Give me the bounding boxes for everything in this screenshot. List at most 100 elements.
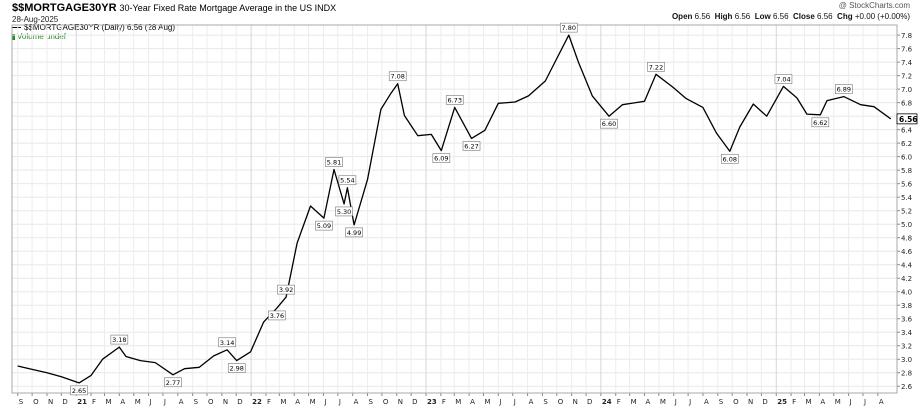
legend-entry-volume: Volume undef — [12, 32, 175, 41]
x-tick-label: N — [48, 398, 53, 406]
x-tick-label: D — [762, 398, 767, 406]
x-tick-label: A — [179, 398, 184, 406]
value-annotation-label: 7.08 — [390, 73, 404, 81]
x-tick-label: A — [295, 398, 300, 406]
x-tick-label: D — [412, 398, 417, 406]
value-annotation-label: 7.22 — [649, 63, 663, 71]
x-tick-label: J — [688, 398, 691, 406]
x-tick-label: M — [484, 398, 490, 406]
y-tick-label: 5.4 — [901, 194, 913, 202]
close-label: Close — [792, 12, 815, 21]
x-tick-label: 24 — [602, 398, 612, 406]
x-tick-label: M — [806, 398, 812, 406]
x-tick-label: J — [674, 398, 677, 406]
x-tick-label: J — [498, 398, 501, 406]
legend-line-swatch — [12, 27, 21, 29]
y-tick-label: 4.0 — [901, 289, 912, 297]
x-tick-label: N — [223, 398, 228, 406]
x-tick-label: 21 — [77, 398, 87, 406]
high-value: 6.56 — [734, 12, 751, 21]
x-tick-label: 23 — [427, 398, 437, 406]
x-tick-label: F — [92, 398, 96, 406]
watermark: @ StockCharts.com — [838, 1, 910, 10]
legend-volume-label: Volume undef — [17, 32, 66, 41]
y-tick-label: 3.6 — [901, 316, 913, 324]
x-tick-label: M — [835, 398, 841, 406]
value-annotation-box — [559, 22, 578, 33]
x-tick-label: A — [470, 398, 475, 406]
x-tick-label: F — [267, 398, 271, 406]
value-annotation-label: 2.77 — [166, 379, 180, 387]
ohlc-readout: Open 6.56 High 6.56 Low 6.56 Close 6.56 … — [672, 12, 910, 21]
y-tick-label: 4.2 — [901, 275, 912, 283]
value-annotation-label: 6.60 — [602, 120, 616, 128]
y-tick-label: 3.2 — [901, 343, 912, 351]
x-tick-label: O — [33, 398, 39, 406]
x-tick-label: 25 — [777, 398, 787, 406]
chg-label: Chg — [837, 12, 853, 21]
x-tick-label: A — [820, 398, 825, 406]
x-tick-label: D — [62, 398, 67, 406]
value-annotation-box — [335, 206, 353, 217]
value-annotation-box — [774, 74, 793, 84]
x-tick-label: M — [455, 398, 461, 406]
x-tick-label: O — [383, 398, 389, 406]
x-tick-label: F — [442, 398, 446, 406]
value-annotation-box — [835, 84, 853, 94]
y-tick-label: 7.4 — [901, 59, 913, 67]
x-tick-label: J — [338, 398, 341, 406]
x-tick-label: J — [149, 398, 152, 406]
value-annotation-label: 6.89 — [837, 86, 851, 94]
y-tick-label: 3.8 — [901, 302, 912, 310]
value-annotation-box — [315, 220, 333, 231]
value-annotation-label: 5.81 — [327, 158, 341, 166]
value-annotation-label: 5.09 — [317, 222, 331, 230]
x-tick-label: S — [194, 398, 199, 406]
legend-entry-price: $$MORTGAGE30YR (Daily) 6.56 (28 Aug) — [12, 23, 175, 32]
value-annotation-box — [227, 363, 246, 373]
x-tick-label: N — [748, 398, 753, 406]
x-tick-label: A — [529, 398, 534, 406]
low-label: Low — [754, 12, 771, 21]
x-tick-label: M — [631, 398, 637, 406]
x-tick-label: D — [237, 398, 242, 406]
x-tick-label: O — [558, 398, 564, 406]
value-annotation-box — [811, 117, 830, 128]
value-annotation-box — [338, 175, 357, 186]
last-value-flag — [896, 113, 918, 125]
y-tick-label: 5.8 — [901, 167, 912, 175]
y-tick-label: 7.8 — [901, 32, 912, 40]
value-annotation-label: 6.09 — [434, 155, 448, 163]
value-annotation-box — [164, 377, 182, 388]
value-annotation-box — [647, 61, 665, 72]
x-tick-label: O — [733, 398, 739, 406]
value-annotation-box — [110, 334, 129, 345]
x-tick-label: F — [617, 398, 621, 406]
value-annotation-box — [70, 385, 88, 396]
x-tick-label: F — [792, 398, 796, 406]
high-label: High — [714, 12, 733, 21]
legend-price-label: $$MORTGAGE30YR (Daily) 6.56 (28 Aug) — [24, 23, 176, 32]
y-tick-label: 7.2 — [901, 73, 912, 81]
value-annotation-box — [218, 337, 236, 348]
x-tick-label: S — [543, 398, 548, 406]
close-value: 6.56 — [817, 12, 833, 21]
value-annotation-box — [388, 71, 407, 82]
value-annotation-box — [720, 153, 739, 164]
y-tick-label: 2.8 — [901, 370, 912, 378]
y-tick-label: 4.6 — [901, 248, 913, 256]
symbol-description: 30-Year Fixed Rate Mortgage Average in t… — [119, 3, 337, 13]
value-annotation-label: 6.62 — [813, 119, 827, 127]
y-tick-label: 5.2 — [901, 208, 912, 216]
x-tick-label: J — [849, 398, 852, 406]
y-tick-label: 5.0 — [901, 221, 912, 229]
y-tick-label: 4.8 — [901, 235, 912, 243]
y-tick-label: 2.6 — [901, 383, 913, 391]
y-tick-label: 7.0 — [901, 86, 912, 94]
value-annotation-label: 5.30 — [337, 208, 351, 216]
y-tick-label: 6.8 — [901, 100, 912, 108]
value-annotation-label: 3.92 — [279, 286, 293, 294]
value-annotation-label: 2.98 — [229, 365, 243, 373]
x-tick-label: A — [704, 398, 709, 406]
